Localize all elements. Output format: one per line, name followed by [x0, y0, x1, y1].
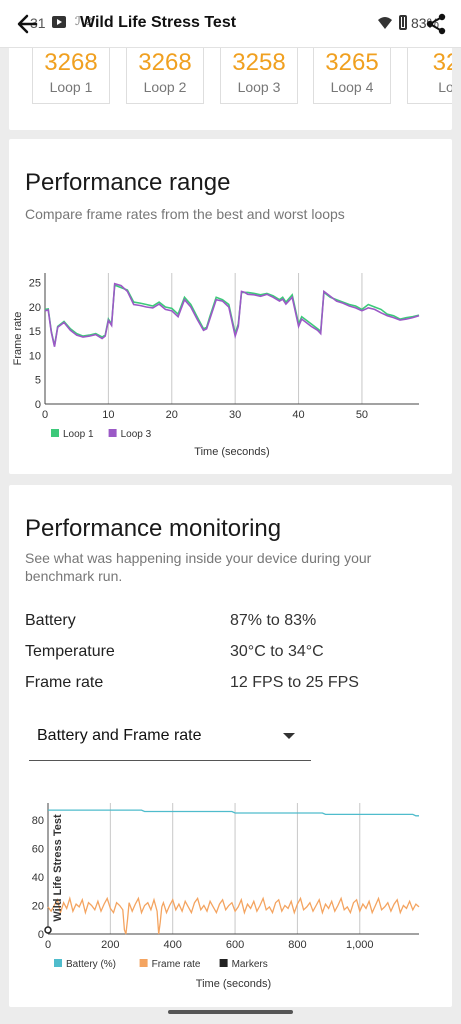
y-tick-label: 60 — [32, 844, 44, 856]
frame-rate-value: 12 FPS to 25 FPS — [230, 674, 359, 691]
series-line-loop-1 — [44, 283, 420, 346]
performance-range-title: Performance range — [25, 169, 231, 196]
loop-score-tile[interactable]: 3265 Loop 4 — [313, 38, 391, 104]
legend-swatch — [51, 429, 59, 437]
performance-monitoring-title: Performance monitoring — [25, 515, 282, 542]
x-tick-label: 800 — [288, 939, 306, 951]
loop-score: 3268 — [138, 49, 192, 76]
battery-icon — [399, 15, 407, 30]
status-extra-icons: ℐ ⊘ — [75, 14, 95, 28]
app-bar: 31 ℐ ⊘ Wild Life Stress Test 83% — [0, 0, 461, 48]
x-tick-label: 0 — [45, 939, 51, 951]
marker-point — [44, 926, 52, 934]
x-tick-label: 1,000 — [346, 939, 374, 951]
y-tick-label: 20 — [29, 302, 41, 314]
performance-monitoring-card: Performance monitoring See what was happ… — [9, 485, 452, 1007]
x-tick-label: 40 — [292, 409, 304, 421]
series-line-battery- — [48, 809, 419, 817]
x-tick-label: 30 — [229, 409, 241, 421]
y-tick-label: 15 — [29, 326, 41, 338]
battery-value: 87% to 83% — [230, 612, 317, 629]
loop-label: Loop 2 — [143, 79, 187, 95]
legend-label: Markers — [232, 959, 268, 970]
loop-score: 3268 — [44, 49, 98, 76]
back-arrow-icon[interactable] — [14, 10, 42, 38]
loop-score: 3258 — [232, 49, 286, 76]
loop-score-tile[interactable]: 32 Lo — [407, 38, 452, 104]
loop-label: Loop 3 — [237, 79, 281, 95]
legend-label: Battery (%) — [66, 959, 116, 970]
x-tick-label: 400 — [164, 939, 182, 951]
x-tick-label: 200 — [101, 939, 119, 951]
temperature-label: Temperature — [25, 643, 115, 660]
battery-label: Battery — [25, 612, 76, 629]
y-tick-label: 0 — [38, 929, 44, 941]
performance-range-card: Performance range Compare frame rates fr… — [9, 139, 452, 474]
performance-range-subtitle: Compare frame rates from the best and wo… — [25, 206, 345, 222]
loop-score: 32 — [432, 49, 452, 76]
legend-label: Loop 1 — [63, 429, 94, 440]
marker-label: Wild Life Stress Test — [52, 814, 64, 922]
legend-swatch — [108, 429, 117, 437]
series-line-frame-rate — [47, 895, 420, 935]
dropdown-selected-value: Battery and Frame rate — [37, 727, 202, 744]
x-tick-label: 20 — [166, 409, 178, 421]
x-tick-label: 0 — [42, 409, 48, 421]
frame-rate-label: Frame rate — [25, 674, 104, 691]
y-tick-label: 10 — [29, 350, 41, 362]
y-axis-label: Frame rate — [12, 312, 24, 366]
x-axis-label: Time (seconds) — [194, 446, 269, 458]
legend-swatch — [54, 959, 62, 967]
x-tick-label: 10 — [102, 409, 114, 421]
wifi-icon — [378, 17, 392, 29]
temperature-value: 30°C to 34°C — [230, 643, 324, 660]
legend-label: Frame rate — [152, 959, 201, 970]
loop-score-tile[interactable]: 3268 Loop 1 — [32, 38, 110, 104]
y-tick-label: 0 — [35, 399, 41, 411]
status-time: 31 — [30, 15, 46, 31]
y-tick-label: 25 — [29, 278, 41, 290]
loop-score: 3265 — [325, 49, 379, 76]
battery-percentage: 83% — [411, 15, 440, 31]
loop-score-tile[interactable]: 3268 Loop 2 — [126, 38, 204, 104]
y-tick-label: 5 — [35, 375, 41, 387]
x-tick-label: 50 — [356, 409, 368, 421]
video-icon — [52, 16, 66, 28]
chart-type-dropdown[interactable]: Battery and Frame rate — [29, 713, 311, 761]
gesture-nav-handle[interactable] — [168, 1010, 293, 1014]
y-tick-label: 20 — [32, 901, 44, 913]
caret-down-icon — [283, 733, 295, 739]
y-tick-label: 40 — [32, 872, 44, 884]
page-title: Wild Life Stress Test — [80, 14, 237, 31]
y-tick-label: 80 — [32, 815, 44, 827]
loop-label: Lo — [438, 79, 452, 95]
loop-label: Loop 1 — [49, 79, 93, 95]
share-icon[interactable] — [424, 12, 448, 36]
battery-frame-rate-chart: 0 200 400 600 800 1,000 0 20 40 60 80 Time (seconds… — [32, 803, 420, 990]
legend-swatch — [219, 959, 228, 967]
x-axis-label: Time (seconds) — [196, 978, 271, 990]
loop-score-tile[interactable]: 3258 Loop 3 — [220, 38, 298, 104]
loop-label: Loop 4 — [330, 79, 374, 95]
performance-monitoring-subtitle: See what was happening inside your devic… — [25, 550, 372, 584]
frame-rate-chart: 0 10 20 30 40 50 0 5 10 15 20 25 Time (seconds) Frame… — [12, 273, 420, 458]
legend-swatch — [139, 959, 148, 967]
legend-label: Loop 3 — [121, 429, 152, 440]
series-line-loop-3 — [44, 282, 420, 347]
x-tick-label: 600 — [226, 939, 244, 951]
